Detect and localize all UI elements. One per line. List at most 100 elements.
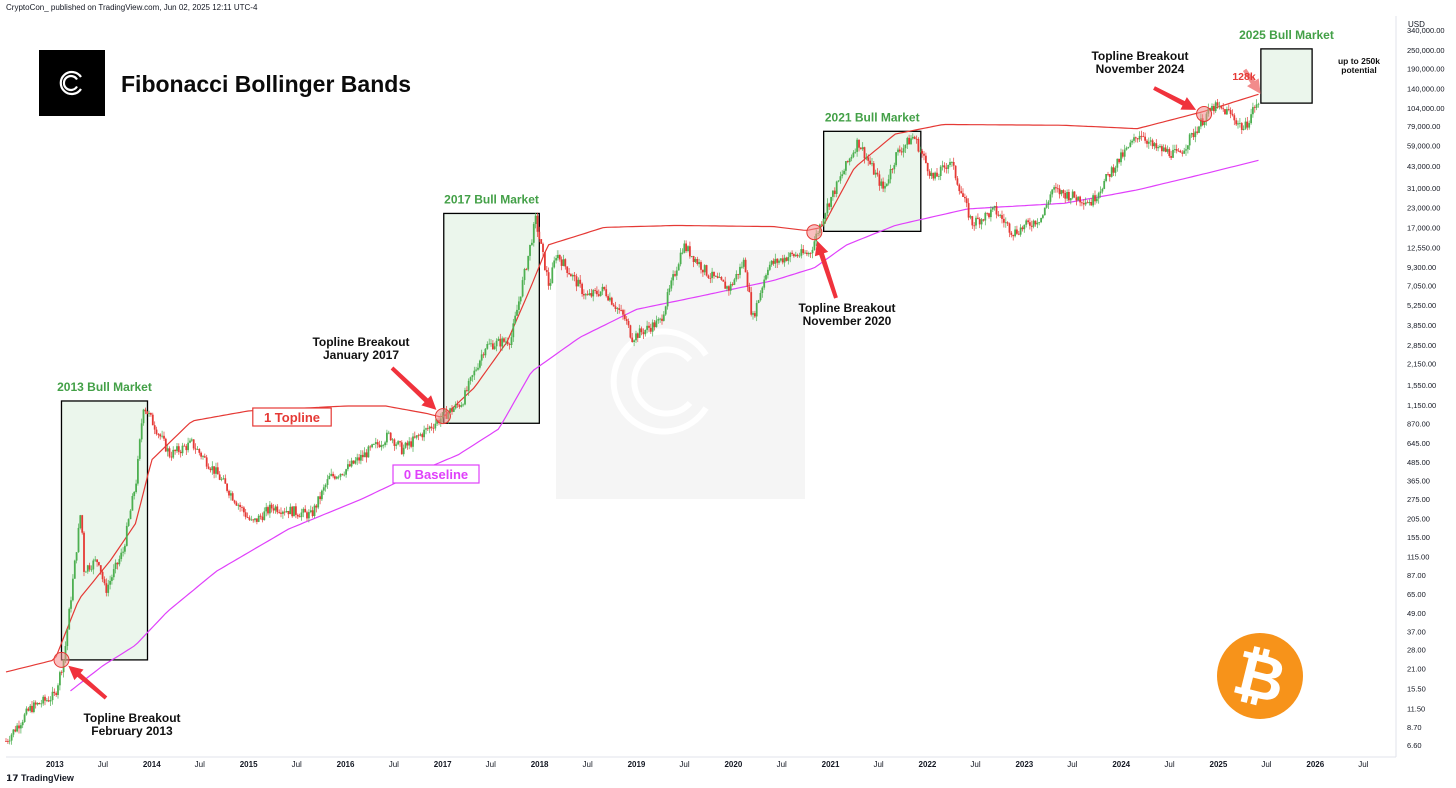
candle-body (235, 502, 238, 506)
breakout-circle (806, 224, 823, 241)
candle-body (198, 449, 201, 453)
candle-body (7, 741, 9, 742)
x-tick-label: Jul (679, 760, 689, 769)
candle-body (181, 445, 184, 454)
candle-body (1090, 202, 1093, 206)
candle-body (904, 144, 907, 149)
y-tick-label: 870.00 (1407, 419, 1430, 428)
candle-body (973, 225, 976, 227)
candle-body (592, 290, 595, 297)
candle-body (150, 413, 152, 415)
candle-body (958, 184, 961, 192)
candle-body (1136, 138, 1139, 140)
candle-body (18, 725, 20, 729)
bull-market-box (60, 400, 149, 661)
candle-body (789, 252, 792, 257)
candle-body (501, 338, 504, 347)
candle-body (885, 183, 888, 186)
candle-body (978, 218, 981, 225)
candle-body (685, 243, 687, 251)
candle-body (741, 266, 743, 268)
candle-body (1066, 192, 1068, 199)
candle-body (900, 151, 903, 153)
candle-body (570, 274, 572, 277)
candle-body (304, 508, 307, 513)
candle-body (155, 429, 158, 435)
candle-body (1056, 188, 1059, 190)
y-tick-label: 31,000.00 (1407, 184, 1440, 193)
candle-body (750, 292, 753, 315)
candle-body (1224, 109, 1226, 115)
candle-body (27, 708, 30, 711)
candle-body (1250, 114, 1252, 124)
candle-body (925, 155, 927, 163)
candle-body (140, 423, 143, 440)
candle-body (475, 369, 477, 371)
candle-body (46, 700, 48, 701)
candle-body (596, 290, 598, 295)
candle-body (1244, 121, 1247, 129)
candle-body (42, 696, 45, 704)
candle-body (746, 272, 749, 287)
bull-market-label: 2021 Bull Market (825, 110, 920, 124)
candle-body (594, 290, 596, 291)
topline-label: 1 Topline (264, 410, 320, 425)
candle-body (313, 505, 316, 516)
candle-body (326, 479, 329, 485)
candle-body (391, 439, 394, 441)
candle-body (664, 306, 667, 315)
candle-body (1144, 136, 1146, 141)
candle-body (205, 457, 208, 467)
candle-body (164, 438, 167, 452)
candle-body (471, 375, 474, 378)
y-tick-label: 340,000.00 (1407, 26, 1445, 35)
candle-body (858, 139, 860, 148)
candle-body (583, 294, 585, 296)
candle-body (631, 337, 634, 342)
candle-body (454, 404, 457, 409)
bull-market-label: 2017 Bull Market (444, 192, 539, 206)
candle-body (1198, 126, 1200, 133)
y-tick-label: 6.60 (1407, 741, 1422, 750)
candle-body (674, 274, 676, 276)
candle-body (252, 519, 255, 521)
x-tick-label: Jul (195, 760, 205, 769)
candle-body (642, 332, 645, 335)
candle-body (72, 578, 74, 601)
candle-body (466, 390, 468, 391)
candle-body (610, 297, 613, 305)
candle-body (718, 277, 721, 278)
candle-body (893, 165, 896, 170)
breakout-arrow (814, 240, 838, 299)
candle-body (1138, 135, 1141, 140)
candle-body (467, 380, 470, 391)
candle-body (53, 691, 56, 694)
candle-body (1222, 108, 1225, 110)
candle-body (415, 435, 418, 438)
candle-body (915, 138, 918, 140)
candle-body (144, 409, 147, 412)
candle-body (1008, 223, 1011, 233)
x-tick-label: Jul (389, 760, 399, 769)
candle-body (826, 203, 829, 214)
candle-body (187, 442, 189, 451)
x-tick-label: 2016 (337, 760, 355, 769)
candle-body (1082, 203, 1085, 205)
candle-body (510, 337, 513, 345)
candle-body (1062, 190, 1065, 194)
candle-body (101, 571, 104, 580)
candle-body (1127, 146, 1130, 148)
candle-body (618, 308, 621, 310)
candle-body (280, 512, 282, 514)
candle-body (81, 515, 84, 533)
candle-body (1112, 167, 1115, 173)
candle-body (484, 348, 487, 356)
candle-body (928, 171, 931, 176)
candle-body (670, 280, 673, 289)
breakout-circle (1196, 105, 1213, 122)
candle-body (748, 287, 751, 292)
x-tick-label: Jul (1358, 760, 1368, 769)
candle-body (133, 492, 136, 496)
candle-body (315, 505, 318, 508)
